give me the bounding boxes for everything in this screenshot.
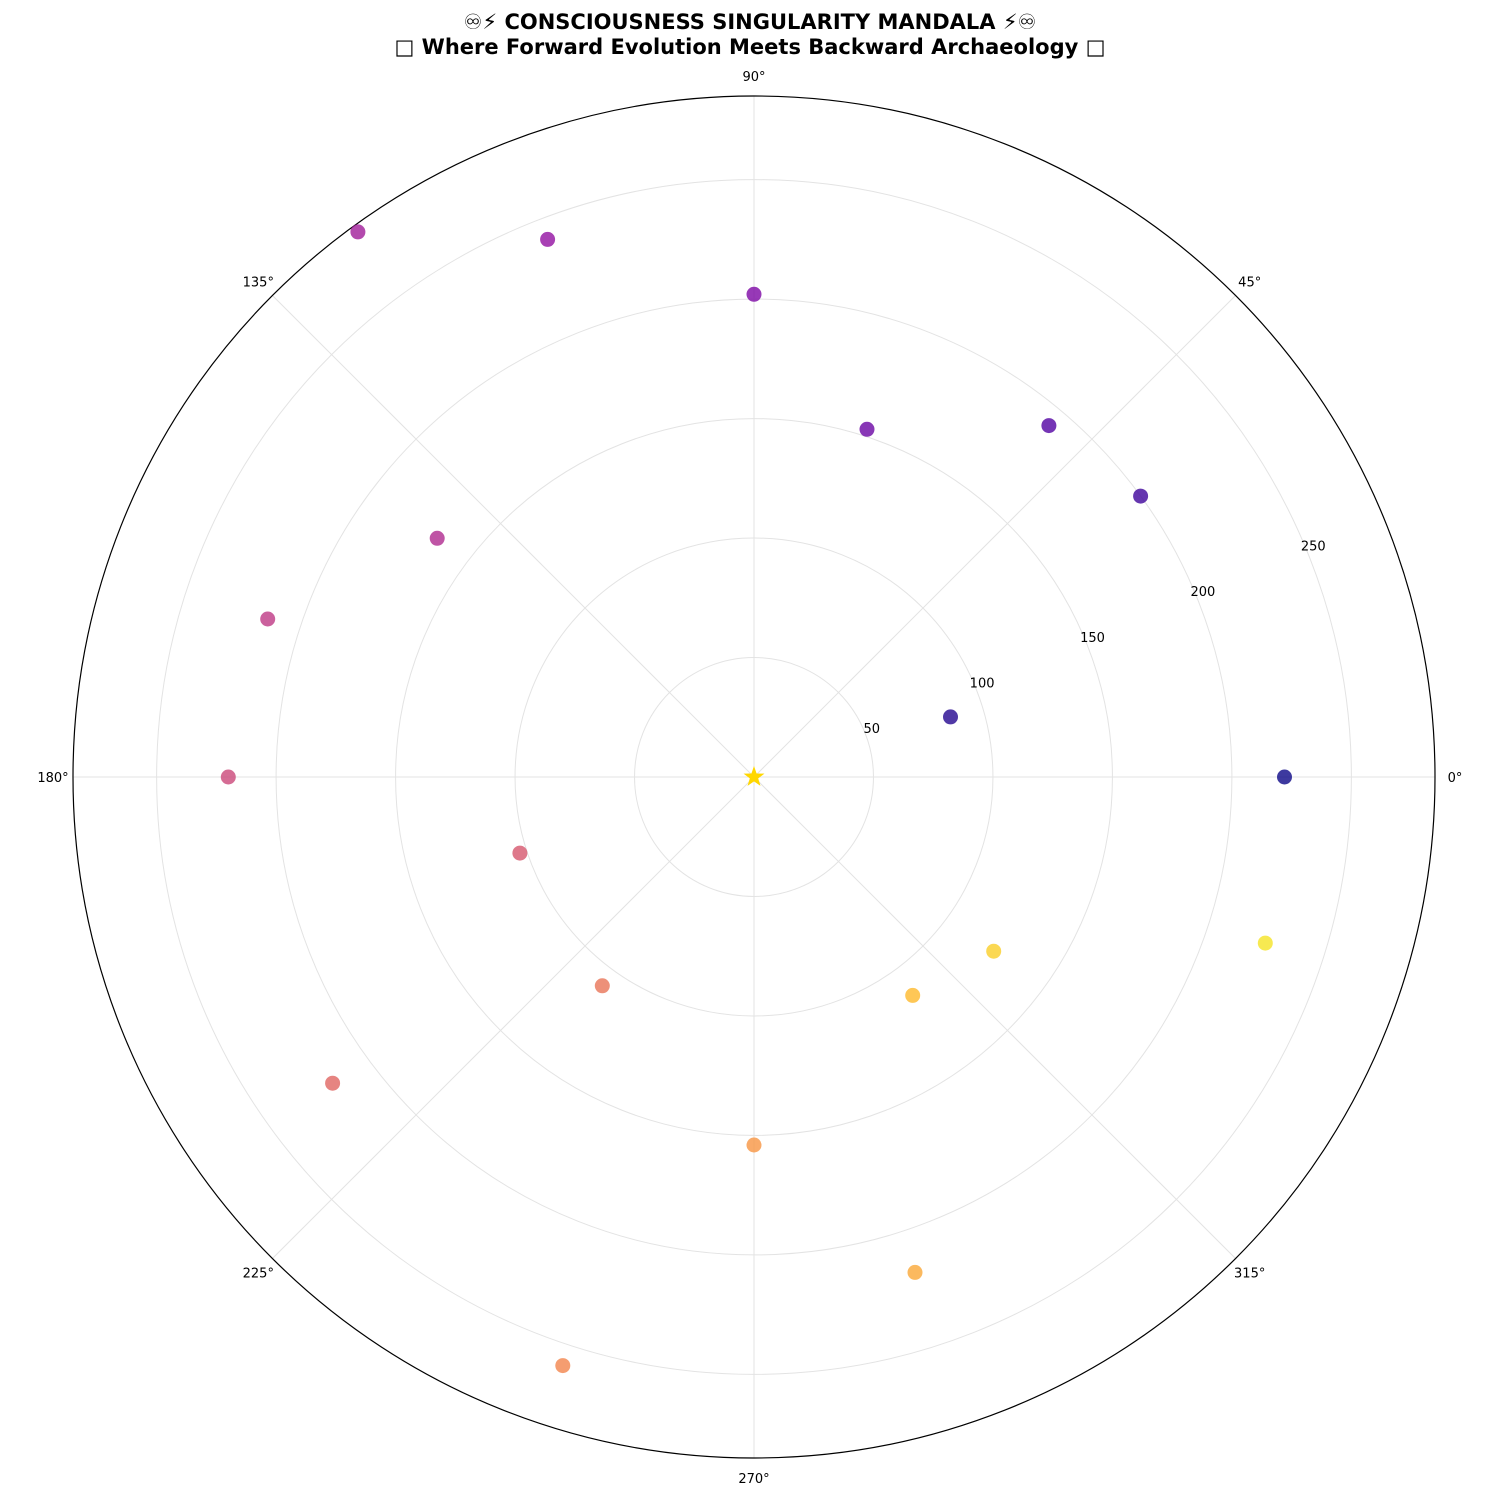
data-point: [325, 1075, 341, 1091]
angle-tick-label: 45°: [1238, 275, 1261, 290]
data-point: [555, 1358, 571, 1374]
radial-tick-label: 100: [970, 677, 995, 692]
angle-tick-label: 90°: [742, 70, 765, 85]
radial-tick-label: 250: [1301, 539, 1326, 554]
chart-title-line1: ♾⚡ CONSCIOUSNESS SINGULARITY MANDALA ⚡♾: [463, 10, 1037, 34]
data-point: [1041, 418, 1057, 434]
data-point: [512, 845, 528, 861]
data-point: [859, 421, 875, 437]
angular-gridline: [272, 295, 755, 778]
data-point: [540, 231, 556, 247]
data-point: [429, 530, 445, 546]
data-point: [905, 987, 921, 1003]
data-point: [260, 611, 276, 627]
polar-frame: [72, 95, 1436, 1459]
data-point: [746, 286, 762, 302]
radial-tick-label: 150: [1080, 631, 1105, 646]
data-point: [220, 769, 236, 785]
data-point: [1277, 769, 1292, 785]
radial-tick-label: 50: [864, 722, 881, 737]
angle-tick-label: 0°: [1448, 771, 1463, 786]
angular-gridline: [753, 295, 1236, 778]
data-point: [350, 224, 366, 240]
data-point: [907, 1264, 923, 1280]
angle-tick-label: 270°: [738, 1472, 769, 1487]
angle-tick-label: 225°: [243, 1267, 274, 1282]
points-layer: [220, 224, 1292, 1374]
label-layer: 0° 45° 90° 135° 180° 225° 270° 315° 50 100 150 200 2…: [37, 70, 1462, 1487]
angle-tick-label: 180°: [37, 771, 68, 786]
data-point: [746, 1137, 762, 1153]
data-point: [1257, 935, 1273, 951]
data-point: [594, 978, 610, 994]
chart-title-line2: □ Where Forward Evolution Meets Backward…: [394, 35, 1106, 59]
angular-gridline: [753, 776, 1236, 1259]
data-point: [1133, 488, 1149, 504]
angular-gridline: [272, 776, 755, 1259]
center-star-marker: [743, 766, 765, 786]
chart-title: ♾⚡ CONSCIOUSNESS SINGULARITY MANDALA ⚡♾ …: [0, 10, 1500, 60]
angle-tick-label: 135°: [243, 275, 274, 290]
data-point: [986, 943, 1002, 959]
data-point: [943, 709, 958, 725]
angle-tick-label: 315°: [1234, 1267, 1265, 1282]
radial-tick-label: 200: [1190, 585, 1215, 600]
